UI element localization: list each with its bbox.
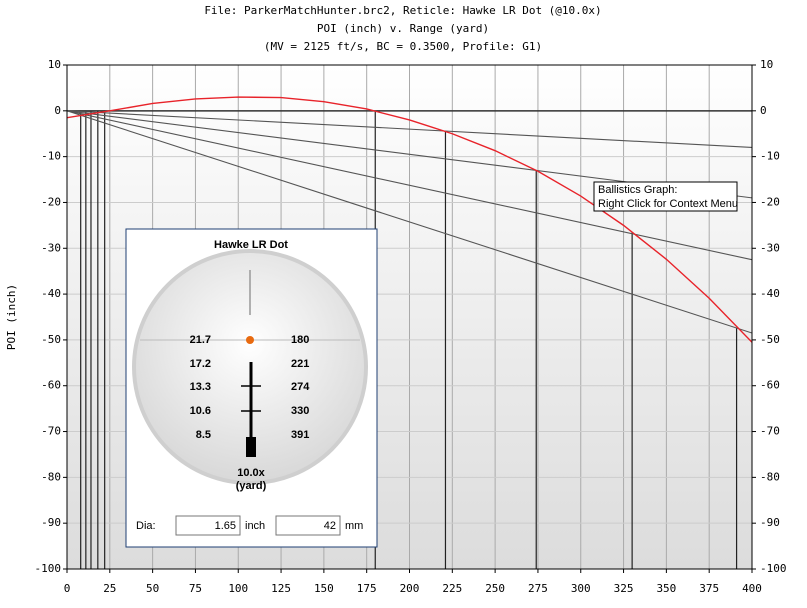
unit: (yard) xyxy=(236,480,267,492)
x-tick-label: 325 xyxy=(614,582,634,595)
y-tick-label: -70 xyxy=(41,425,61,438)
plot-border xyxy=(66,64,753,570)
reticle-line xyxy=(67,110,752,334)
chart-subtitle: (MV = 2125 ft/s, BC = 0.3500, Profile: G… xyxy=(264,40,542,53)
holdover-drop: 17.2 xyxy=(190,358,211,370)
x-tick-label: 275 xyxy=(528,582,548,595)
holdover-drop: 13.3 xyxy=(190,381,211,393)
y-tick-label: -70 xyxy=(760,425,780,438)
reticle-line xyxy=(67,110,752,149)
y-tick-label: -50 xyxy=(41,333,61,346)
y-tick-label: -80 xyxy=(41,470,61,483)
plot xyxy=(67,65,752,569)
dia-inch: 1.65 xyxy=(215,520,236,532)
x-tick-label: 50 xyxy=(146,582,159,595)
y-tick-label: -100 xyxy=(35,562,62,575)
y-tick-label: -30 xyxy=(41,241,61,254)
x-tick-label: 375 xyxy=(699,582,719,595)
x-tick-label: 350 xyxy=(656,582,676,595)
tooltip: Ballistics Graph: Right Click for Contex… xyxy=(593,181,738,212)
input-box[interactable] xyxy=(175,515,241,536)
reticle-post-base xyxy=(246,437,256,457)
holdover-range: 180 xyxy=(291,334,309,346)
x-tick-label: 400 xyxy=(742,582,762,595)
y-tick-label: -90 xyxy=(760,516,780,529)
holdover-drop: 10.6 xyxy=(190,405,211,417)
y-tick-label: -60 xyxy=(41,379,61,392)
x-tick-label: 175 xyxy=(357,582,377,595)
reticle-panel: Hawke LR Dot 10.0x (yard) Dia: 1.65 inch… xyxy=(125,228,378,548)
tooltip-text: Ballistics Graph: xyxy=(598,184,677,196)
holdover-drop: 8.5 xyxy=(196,429,211,441)
x-tick-label: 0 xyxy=(64,582,71,595)
y-tick-label: -20 xyxy=(760,195,780,208)
holdover-range: 330 xyxy=(291,405,309,417)
inch-unit: inch xyxy=(245,520,265,532)
y-tick-label: -100 xyxy=(760,562,787,575)
dia-mm: 42 xyxy=(324,520,336,532)
y-tick-label: -20 xyxy=(41,195,61,208)
magnification: 10.0x xyxy=(237,467,265,479)
y-tick-label: -10 xyxy=(760,150,780,163)
mm-unit: mm xyxy=(345,520,363,532)
trajectory xyxy=(67,96,752,343)
reticle-line xyxy=(67,110,752,261)
x-tick-label: 25 xyxy=(103,582,116,595)
x-tick-label: 125 xyxy=(271,582,291,595)
x-tick-label: 250 xyxy=(485,582,505,595)
y-axis-label: POI (inch) xyxy=(5,284,18,350)
panel-title: Hawke LR Dot xyxy=(214,239,288,251)
y-tick-label: -10 xyxy=(41,150,61,163)
y-tick-label: 0 xyxy=(54,104,61,117)
chart-subtitle: POI (inch) v. Range (yard) xyxy=(317,22,489,35)
y-tick-label: -50 xyxy=(760,333,780,346)
y-tick-label: -40 xyxy=(760,287,780,300)
x-tick-label: 150 xyxy=(314,582,334,595)
y-tick-label: -80 xyxy=(760,470,780,483)
x-tick-label: 225 xyxy=(442,582,462,595)
dia-label: Dia: xyxy=(136,520,156,532)
holdover-range: 391 xyxy=(291,429,309,441)
x-tick-label: 100 xyxy=(228,582,248,595)
holdover-range: 221 xyxy=(291,358,309,370)
y-tick-label: -40 xyxy=(41,287,61,300)
x-tick-label: 300 xyxy=(571,582,591,595)
holdover-range: 274 xyxy=(291,381,310,393)
y-tick-label: 0 xyxy=(760,104,767,117)
chart-title: File: ParkerMatchHunter.brc2, Reticle: H… xyxy=(204,4,601,17)
y-tick-label: 10 xyxy=(760,58,773,71)
y-tick-label: -90 xyxy=(41,516,61,529)
tooltip-box xyxy=(593,181,738,212)
y-tick-label: -60 xyxy=(760,379,780,392)
x-tick-label: 75 xyxy=(189,582,202,595)
axes: 0 25 50 75 100 125 150 175 200 225 250 275 300 325 350… xyxy=(35,58,787,595)
y-tick-label: -30 xyxy=(760,241,780,254)
input-box[interactable] xyxy=(275,515,341,536)
reticle-dot xyxy=(246,336,254,344)
x-tick-label: 200 xyxy=(400,582,420,595)
y-tick-label: 10 xyxy=(48,58,61,71)
tooltip-text: Right Click for Context Menu xyxy=(598,198,738,210)
holdover-drop: 21.7 xyxy=(190,334,211,346)
